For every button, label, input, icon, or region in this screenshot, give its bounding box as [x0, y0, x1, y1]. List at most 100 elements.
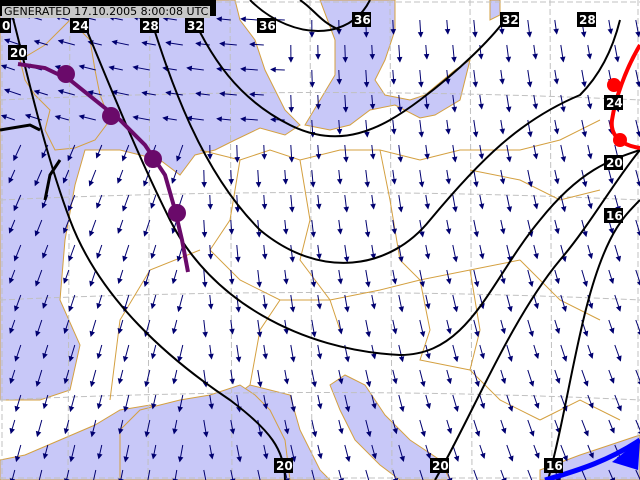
isolines [7, 0, 640, 480]
wind-arrow-head [499, 178, 506, 185]
wind-arrow-head [228, 228, 235, 235]
wind-arrow-head [336, 128, 343, 135]
wind-arrow-head [317, 453, 323, 460]
isoline-label-box [185, 18, 204, 33]
wind-arrow-head [13, 154, 19, 162]
wind-arrow-head [118, 428, 124, 435]
wind-arrow-head [262, 303, 268, 310]
wind-arrow-head [282, 178, 289, 185]
wind-arrow-head [453, 455, 460, 462]
wind-arrow-head [399, 455, 405, 462]
warm-front [607, 43, 640, 150]
wind-arrow-head [363, 31, 370, 38]
isoline-label: 0 [2, 19, 10, 33]
wind-arrow-head [554, 228, 560, 235]
wind-arrow-head [249, 91, 255, 98]
wind-arrow-head [262, 353, 269, 360]
wind-arrow-head [256, 231, 262, 238]
wind-arrow-head [425, 353, 431, 360]
wind-arrow-head [309, 32, 315, 38]
wind-arrow-head [365, 331, 371, 338]
wind-arrow-head [582, 280, 588, 287]
wind-arrow-head [553, 128, 560, 135]
wind-arrow-head [89, 280, 95, 287]
wind-arrow-head [316, 303, 323, 310]
wind-arrow-head [283, 328, 289, 335]
wind-arrow-head [63, 428, 70, 435]
wind-arrow-head [8, 227, 14, 234]
wind-arrow-head [240, 66, 246, 72]
generated-timestamp: GENERATED 17.10.2005 8:00:08 UTC [2, 5, 211, 18]
wind-arrow-head [446, 427, 453, 435]
isoline-28 [147, 9, 621, 264]
wind-arrow-head [257, 381, 263, 388]
wind-arrow-head [96, 302, 102, 310]
wind-arrow-head [452, 256, 459, 263]
isoline-label: 16 [546, 459, 563, 473]
wind-arrow-head [582, 330, 589, 337]
wind-arrow-head [88, 230, 95, 237]
wind-arrow-head [499, 28, 505, 35]
wind-arrow-head [315, 153, 322, 160]
wind-arrow-head [391, 278, 398, 285]
wind-arrow-head [587, 302, 594, 310]
wind-arrow-head [89, 330, 95, 337]
wind-arrow-head [342, 106, 349, 113]
wind-arrow-head [506, 206, 513, 213]
wind-arrow-head [371, 403, 377, 410]
north-sea-atlantic [0, 0, 301, 401]
wind-arrow-head [554, 277, 560, 285]
wind-arrow-head [562, 455, 568, 462]
wind-arrow-head [532, 103, 539, 110]
wind-arrow-head [586, 53, 593, 60]
wind-arrow-head [560, 106, 566, 113]
wind-arrow-head [283, 278, 289, 285]
isoline-label-box [500, 12, 519, 27]
wind-arrow-head [609, 477, 616, 480]
wind-arrow [311, 469, 315, 480]
wind-arrow-head [446, 378, 452, 385]
wind-arrow-head [370, 253, 377, 260]
wind-arrow-head [42, 453, 49, 460]
wind-arrow-head [473, 181, 479, 188]
wind-arrow-head [228, 278, 235, 285]
wind-arrow-head [424, 253, 431, 260]
wind-arrow-head [219, 41, 226, 47]
wind-arrow-head [392, 428, 398, 435]
wind-arrow-head [418, 181, 425, 188]
wind-arrow-head [587, 203, 593, 210]
wind-arrow [635, 269, 640, 285]
wind-arrow-head [310, 181, 316, 188]
wind-arrow-head [186, 115, 193, 122]
wind-arrow-head [141, 40, 148, 47]
wind-arrow-head [478, 103, 484, 110]
wind-arrow-head [203, 431, 209, 438]
wind-arrow-head [270, 66, 276, 73]
wind-arrow-head [117, 227, 123, 234]
wind-arrow [635, 319, 640, 334]
wind-arrow [11, 469, 16, 480]
wind-arrow-head [532, 153, 539, 160]
wind-arrow-head [62, 227, 69, 234]
wind-arrow-head [635, 131, 640, 138]
wind-arrow-head [390, 128, 397, 135]
wind-arrow-head [122, 205, 128, 212]
wind-arrow [608, 469, 614, 480]
isoline-label: 36 [259, 19, 276, 33]
cold-front [544, 437, 640, 480]
wind-arrow-head [581, 81, 587, 88]
wind-arrow-head [8, 277, 15, 284]
wind-arrow-head [615, 255, 621, 262]
wind-arrow-head [9, 377, 15, 384]
wind-arrow-head [207, 154, 213, 160]
wind-arrow-head [472, 81, 479, 88]
wind-arrow-head [636, 181, 640, 187]
wind-arrow-head [608, 227, 614, 235]
wind-arrow-head [151, 453, 157, 460]
wind-arrow-head [364, 231, 371, 238]
wind-arrow-head [616, 405, 622, 412]
wind-arrow [635, 369, 640, 383]
isoline-36 [249, 0, 371, 32]
wind-arrow-head [34, 280, 41, 287]
wind-arrow [257, 469, 261, 480]
